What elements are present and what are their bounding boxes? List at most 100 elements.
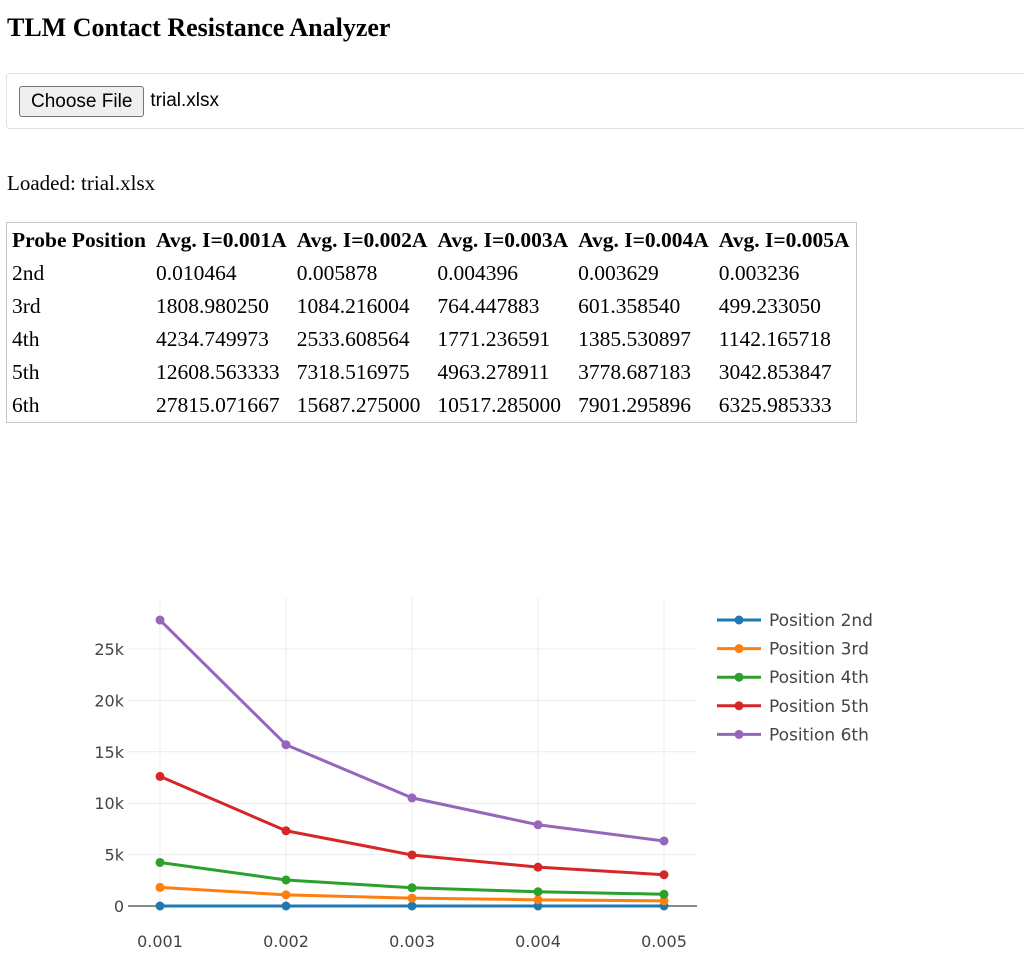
data-point[interactable]	[281, 875, 291, 885]
series-group	[155, 771, 669, 880]
data-point[interactable]	[407, 901, 417, 911]
chart-gridlines	[128, 598, 697, 906]
table-header-row: Probe Position Avg. I=0.001A Avg. I=0.00…	[7, 223, 856, 257]
data-point[interactable]	[407, 883, 417, 893]
data-point[interactable]	[155, 857, 165, 867]
table-cell: 1084.216004	[296, 294, 410, 318]
legend-item[interactable]: Position 5th	[717, 697, 869, 717]
legend-item[interactable]: Position 3rd	[717, 640, 869, 660]
table-cell: 0.003236	[718, 261, 800, 285]
table-cell: 5th	[12, 360, 40, 384]
column-header: Avg. I=0.004A	[578, 227, 709, 252]
table-cell: 10517.285000	[437, 393, 562, 417]
legend-label: Position 5th	[769, 697, 869, 717]
table-cell: 1385.530897	[578, 327, 691, 351]
chart-axes: 0 5k 10k 15k 20k 25k 0.001 0.002 0.003 0.004 0.005	[94, 640, 697, 951]
legend-item[interactable]: Position 4th	[717, 668, 869, 688]
table-row: 4th 4234.749973 2533.608564 1771.236591 …	[7, 323, 856, 356]
x-tick-label: 0.005	[641, 932, 687, 951]
data-point[interactable]	[533, 862, 543, 872]
data-point[interactable]	[659, 870, 669, 880]
data-point[interactable]	[533, 887, 543, 897]
table-cell: 499.233050	[718, 294, 821, 318]
legend-marker-swatch	[734, 672, 744, 682]
data-point[interactable]	[407, 893, 417, 903]
table-cell: 6th	[12, 393, 40, 417]
data-point[interactable]	[281, 826, 291, 836]
table-cell: 6325.985333	[718, 393, 832, 417]
data-point[interactable]	[281, 901, 291, 911]
table-row: 6th 27815.071667 15687.275000 10517.2850…	[7, 389, 856, 422]
data-point[interactable]	[659, 896, 669, 906]
resistance-line-chart[interactable]: 0 5k 10k 15k 20k 25k 0.001 0.002 0.003 0.004 0.005…	[0, 560, 1024, 960]
x-tick-label: 0.004	[515, 932, 561, 951]
selected-file-name: trial.xlsx	[150, 90, 220, 111]
table-row: 5th 12608.563333 7318.516975 4963.278911…	[7, 356, 856, 389]
table-cell: 12608.563333	[155, 360, 280, 384]
data-point[interactable]	[155, 771, 165, 781]
table-cell: 4963.278911	[437, 360, 550, 384]
x-tick-label: 0.002	[263, 932, 309, 951]
table-cell: 764.447883	[437, 294, 540, 318]
data-point[interactable]	[659, 889, 669, 899]
chart-legend[interactable]: Position 2nd Position 3rd Position 4th Posi…	[717, 611, 873, 745]
y-tick-label: 25k	[94, 640, 124, 659]
legend-label: Position 6th	[769, 725, 869, 745]
table-cell: 0.005878	[296, 261, 378, 285]
table-cell: 0.004396	[437, 261, 519, 285]
data-point[interactable]	[659, 836, 669, 846]
table-cell: 1142.165718	[718, 327, 831, 351]
data-point[interactable]	[533, 895, 543, 905]
table-cell: 2533.608564	[296, 327, 410, 351]
table-cell: 1808.980250	[155, 294, 269, 318]
table-cell: 7901.295896	[578, 393, 691, 417]
column-header: Avg. I=0.002A	[296, 227, 428, 252]
y-tick-label: 15k	[94, 743, 124, 762]
data-point[interactable]	[155, 901, 165, 911]
x-tick-label: 0.001	[137, 932, 183, 951]
y-tick-label: 0	[114, 897, 124, 916]
data-point[interactable]	[407, 793, 417, 803]
legend-label: Position 4th	[769, 668, 869, 688]
table-row: 2nd 0.010464 0.005878 0.004396 0.003629 …	[7, 257, 856, 290]
table-cell: 7318.516975	[296, 360, 410, 384]
legend-marker-swatch	[734, 644, 744, 654]
table-cell: 3rd	[12, 294, 41, 318]
legend-marker-swatch	[734, 701, 744, 711]
series-group	[155, 882, 669, 906]
table-cell: 4th	[12, 327, 40, 351]
column-header: Avg. I=0.001A	[155, 227, 287, 252]
column-header: Avg. I=0.005A	[718, 227, 850, 252]
legend-item[interactable]: Position 2nd	[717, 611, 873, 631]
data-point[interactable]	[533, 820, 543, 830]
data-point[interactable]	[407, 850, 417, 860]
resistance-table: Probe Position Avg. I=0.001A Avg. I=0.00…	[6, 222, 857, 423]
x-tick-label: 0.003	[389, 932, 435, 951]
legend-label: Position 3rd	[769, 640, 869, 660]
table-cell: 0.003629	[578, 261, 659, 285]
column-header: Probe Position	[12, 227, 146, 252]
table-cell: 2nd	[12, 261, 45, 285]
table-row: 3rd 1808.980250 1084.216004 764.447883 6…	[7, 290, 856, 323]
legend-marker-swatch	[734, 615, 744, 625]
data-point[interactable]	[533, 901, 543, 911]
data-point[interactable]	[155, 615, 165, 625]
series-group	[155, 901, 669, 911]
data-point[interactable]	[281, 890, 291, 900]
data-point[interactable]	[281, 740, 291, 750]
legend-marker-swatch	[734, 729, 744, 739]
y-tick-label: 20k	[94, 691, 124, 710]
table-cell: 0.010464	[155, 261, 237, 285]
file-upload-panel: Choose File trial.xlsx	[6, 73, 1024, 129]
legend-item[interactable]: Position 6th	[717, 725, 869, 745]
choose-file-button[interactable]: Choose File	[19, 85, 145, 117]
series-group	[155, 857, 669, 899]
data-point[interactable]	[155, 882, 165, 892]
table-cell: 1771.236591	[437, 327, 551, 351]
table-cell: 15687.275000	[296, 393, 421, 417]
table-cell: 601.358540	[578, 294, 681, 318]
series-group	[155, 615, 669, 846]
table-cell: 3042.853847	[718, 360, 832, 384]
page-title: TLM Contact Resistance Analyzer	[7, 13, 391, 42]
column-header: Avg. I=0.003A	[437, 227, 569, 252]
